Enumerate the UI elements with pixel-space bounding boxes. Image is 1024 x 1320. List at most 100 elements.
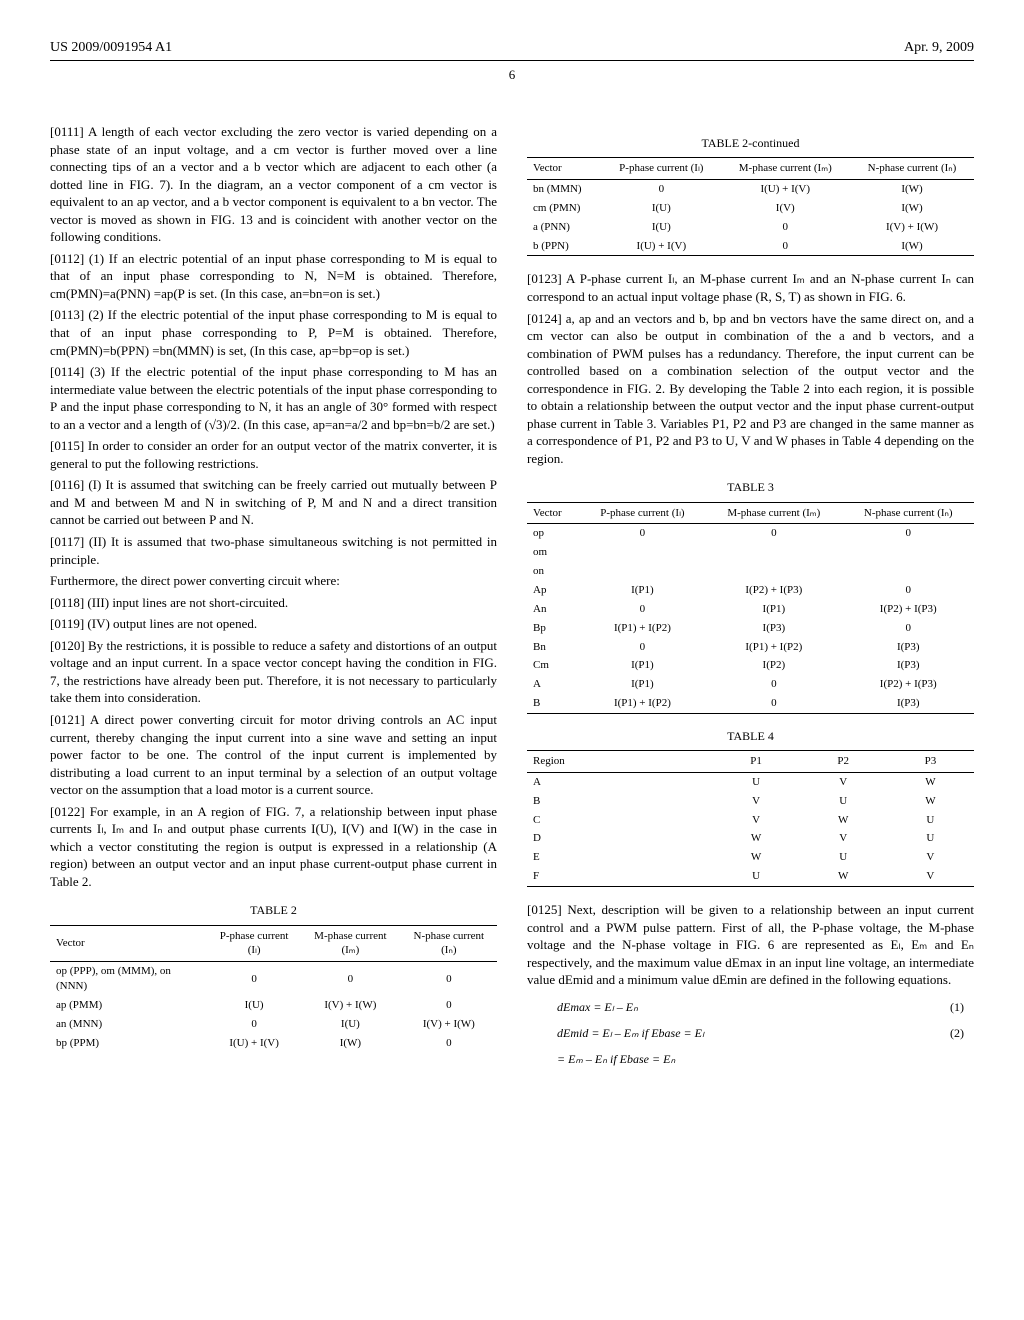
t2c-r3c2: 0 <box>721 237 851 256</box>
t4-r0c0: A <box>527 772 713 791</box>
t2c-r1c3: I(W) <box>850 199 974 218</box>
t3-r2c0: on <box>527 562 580 581</box>
eq1-text: dEmax = Eₗ – Eₙ <box>557 999 638 1015</box>
t3-r3c2: I(P2) + I(P3) <box>705 581 842 600</box>
t3-r7c1: I(P1) <box>580 656 706 675</box>
t2c-r1c0: cm (PMN) <box>527 199 602 218</box>
t3-r6c2: I(P1) + I(P2) <box>705 638 842 657</box>
para-0125: [0125] Next, description will be given t… <box>527 901 974 989</box>
t2c-r0c1: 0 <box>602 180 720 199</box>
t3-r6c1: 0 <box>580 638 706 657</box>
t3-r7c2: I(P2) <box>705 656 842 675</box>
t3-r1c1 <box>580 543 706 562</box>
eq1-num: (1) <box>950 999 974 1015</box>
t3-h0: Vector <box>527 502 580 524</box>
t2-r0c2: 0 <box>300 962 401 996</box>
t3-r0c1: 0 <box>580 524 706 543</box>
t2-r2c0: an (MNN) <box>50 1015 208 1034</box>
t3-r6c0: Bn <box>527 638 580 657</box>
t2c-r3c1: I(U) + I(V) <box>602 237 720 256</box>
t4-h3: P3 <box>887 751 974 773</box>
t2c-r1c1: I(U) <box>602 199 720 218</box>
t4-h1: P1 <box>713 751 800 773</box>
t2c-h2: M-phase current (Iₘ) <box>721 158 851 180</box>
t2c-r2c3: I(V) + I(W) <box>850 218 974 237</box>
eq2-num: (2) <box>950 1025 974 1041</box>
t3-r8c1: I(P1) <box>580 675 706 694</box>
t3-r8c0: A <box>527 675 580 694</box>
t4-r5c2: W <box>800 867 887 886</box>
t2-r1c1: I(U) <box>208 996 300 1015</box>
t2-r3c3: 0 <box>401 1034 497 1053</box>
table2-caption: TABLE 2 <box>50 902 497 918</box>
t4-r3c2: V <box>800 829 887 848</box>
t3-r1c3 <box>843 543 975 562</box>
t2c-h0: Vector <box>527 158 602 180</box>
t4-r3c0: D <box>527 829 713 848</box>
t3-r5c3: 0 <box>843 619 975 638</box>
t3-r4c2: I(P1) <box>705 600 842 619</box>
t3-r9c1: I(P1) + I(P2) <box>580 694 706 713</box>
t3-r3c3: 0 <box>843 581 975 600</box>
t3-r2c1 <box>580 562 706 581</box>
t4-r1c1: V <box>713 792 800 811</box>
para-0117: [0117] (II) It is assumed that two-phase… <box>50 533 497 568</box>
para-0114: [0114] (3) If the electric potential of … <box>50 363 497 433</box>
equation-2b: = Eₘ – Eₙ if Ebase = Eₙ <box>527 1051 974 1067</box>
t4-h2: P2 <box>800 751 887 773</box>
t3-r3c0: Ap <box>527 581 580 600</box>
para-0112: [0112] (1) If an electric potential of a… <box>50 250 497 303</box>
t3-r0c2: 0 <box>705 524 842 543</box>
t4-r5c3: V <box>887 867 974 886</box>
t2-h2: M-phase current (Iₘ) <box>300 925 401 962</box>
t4-r4c3: V <box>887 848 974 867</box>
table3-caption: TABLE 3 <box>527 479 974 495</box>
table-2-continued: Vector P-phase current (Iₗ) M-phase curr… <box>527 157 974 256</box>
t2c-r3c3: I(W) <box>850 237 974 256</box>
t2-r3c2: I(W) <box>300 1034 401 1053</box>
t2-r2c2: I(U) <box>300 1015 401 1034</box>
t3-h2: M-phase current (Iₘ) <box>705 502 842 524</box>
t4-r2c2: W <box>800 811 887 830</box>
patent-number: US 2009/0091954 A1 <box>50 40 172 56</box>
para-0119: [0119] (IV) output lines are not opened. <box>50 615 497 633</box>
t4-h0: Region <box>527 751 713 773</box>
t4-r0c2: V <box>800 772 887 791</box>
table-4: Region P1 P2 P3 AUVW BVUW CVWU DWVU EWUV… <box>527 750 974 887</box>
t4-r3c1: W <box>713 829 800 848</box>
t4-r1c0: B <box>527 792 713 811</box>
para-0120: [0120] By the restrictions, it is possib… <box>50 637 497 707</box>
t3-r2c2 <box>705 562 842 581</box>
t4-r2c3: U <box>887 811 974 830</box>
t3-r2c3 <box>843 562 975 581</box>
para-0118: [0118] (III) input lines are not short-c… <box>50 594 497 612</box>
t2-r1c0: ap (PMM) <box>50 996 208 1015</box>
para-0111: [0111] A length of each vector excluding… <box>50 123 497 246</box>
t2c-r3c0: b (PPN) <box>527 237 602 256</box>
t3-r4c3: I(P2) + I(P3) <box>843 600 975 619</box>
t3-r4c0: An <box>527 600 580 619</box>
page-number: 6 <box>50 67 974 83</box>
t4-r2c1: V <box>713 811 800 830</box>
para-0115: [0115] In order to consider an order for… <box>50 437 497 472</box>
t2-h3: N-phase current (Iₙ) <box>401 925 497 962</box>
t2c-r2c0: a (PNN) <box>527 218 602 237</box>
t2-r0c1: 0 <box>208 962 300 996</box>
t3-r5c2: I(P3) <box>705 619 842 638</box>
table4-caption: TABLE 4 <box>527 728 974 744</box>
t4-r4c1: W <box>713 848 800 867</box>
t3-r7c0: Cm <box>527 656 580 675</box>
t4-r2c0: C <box>527 811 713 830</box>
t4-r1c3: W <box>887 792 974 811</box>
t3-h3: N-phase current (Iₙ) <box>843 502 975 524</box>
publication-date: Apr. 9, 2009 <box>904 40 974 56</box>
t2-r3c0: bp (PPM) <box>50 1034 208 1053</box>
t2-h1: P-phase current (Iₗ) <box>208 925 300 962</box>
para-furthermore: Furthermore, the direct power converting… <box>50 572 497 590</box>
t3-r6c3: I(P3) <box>843 638 975 657</box>
t4-r5c0: F <box>527 867 713 886</box>
t2-r1c2: I(V) + I(W) <box>300 996 401 1015</box>
t3-r7c3: I(P3) <box>843 656 975 675</box>
para-0113: [0113] (2) If the electric potential of … <box>50 306 497 359</box>
t3-r3c1: I(P1) <box>580 581 706 600</box>
